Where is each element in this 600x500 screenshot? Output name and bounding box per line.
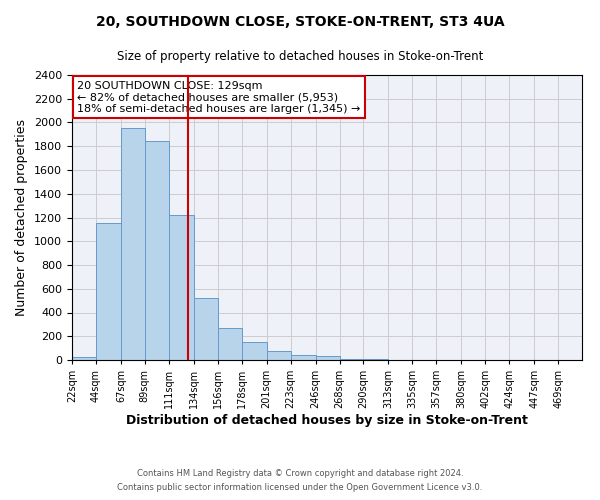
Bar bbox=[290, 354, 316, 360]
Bar bbox=[96, 223, 121, 360]
Bar bbox=[194, 298, 218, 360]
Bar bbox=[316, 356, 340, 360]
Text: 20 SOUTHDOWN CLOSE: 129sqm
← 82% of detached houses are smaller (5,953)
18% of s: 20 SOUTHDOWN CLOSE: 129sqm ← 82% of deta… bbox=[77, 80, 361, 114]
Text: Contains public sector information licensed under the Open Government Licence v3: Contains public sector information licen… bbox=[118, 484, 482, 492]
Bar bbox=[218, 328, 242, 360]
Bar bbox=[340, 358, 364, 360]
Text: Contains HM Land Registry data © Crown copyright and database right 2024.: Contains HM Land Registry data © Crown c… bbox=[137, 468, 463, 477]
Bar bbox=[266, 351, 290, 360]
Bar bbox=[169, 214, 194, 360]
Bar bbox=[145, 142, 169, 360]
Bar bbox=[121, 128, 145, 360]
Bar bbox=[242, 342, 266, 360]
Y-axis label: Number of detached properties: Number of detached properties bbox=[16, 119, 28, 316]
Bar bbox=[364, 359, 388, 360]
Text: 20, SOUTHDOWN CLOSE, STOKE-ON-TRENT, ST3 4UA: 20, SOUTHDOWN CLOSE, STOKE-ON-TRENT, ST3… bbox=[95, 15, 505, 29]
X-axis label: Distribution of detached houses by size in Stoke-on-Trent: Distribution of detached houses by size … bbox=[126, 414, 528, 427]
Bar bbox=[72, 357, 96, 360]
Text: Size of property relative to detached houses in Stoke-on-Trent: Size of property relative to detached ho… bbox=[117, 50, 483, 63]
